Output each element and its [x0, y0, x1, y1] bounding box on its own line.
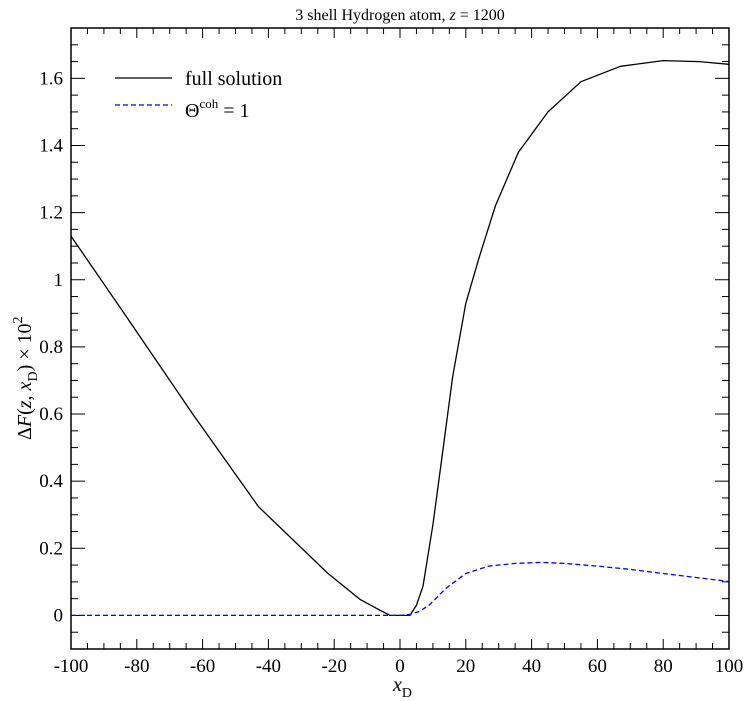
- y-tick-label: 1.2: [39, 203, 63, 224]
- x-tick-label: -20: [322, 656, 347, 677]
- y-tick-label: 1: [54, 270, 64, 291]
- x-axis-label: xD: [392, 674, 412, 701]
- y-tick-label: 1.6: [39, 68, 63, 89]
- x-tick-label: 60: [588, 656, 607, 677]
- legend-label-full-solution: full solution: [185, 68, 282, 90]
- y-tick-label: 0.4: [39, 471, 63, 492]
- x-tick-label: -80: [124, 656, 149, 677]
- y-tick-label: 0.6: [39, 404, 63, 425]
- y-tick-label: 1.4: [39, 135, 63, 156]
- y-axis-label: ΔF(z, xD) × 102: [11, 316, 41, 440]
- x-tick-label: -60: [190, 656, 215, 677]
- x-tick-label: -40: [256, 656, 281, 677]
- x-tick-label: 0: [395, 656, 405, 677]
- legend-label-theta-coh: Θcoh = 1: [185, 96, 250, 122]
- axis-ticks: [70, 28, 730, 650]
- series-group: [70, 59, 730, 617]
- chart-title: 3 shell Hydrogen atom, z = 1200: [295, 7, 504, 24]
- x-tick-label: 80: [654, 656, 673, 677]
- x-tick-label: 100: [715, 656, 744, 677]
- y-tick-label: 0.2: [39, 538, 63, 559]
- legend: full solution Θcoh = 1: [115, 68, 282, 122]
- x-tick-label: 40: [522, 656, 541, 677]
- x-tick-label: -100: [54, 656, 89, 677]
- x-tick-label: 20: [456, 656, 475, 677]
- series-line-0: [70, 59, 730, 617]
- plot-frame: [70, 27, 730, 650]
- series-line-1: [71, 561, 730, 617]
- y-tick-labels: 0 0.2 0.4 0.6 0.8 1 1.2 1.4 1.6: [39, 68, 63, 626]
- y-tick-label: 0: [54, 605, 64, 626]
- x-tick-labels: -100 -80 -60 -40 -20 0 20 40 60 80 100: [54, 656, 744, 677]
- y-tick-label: 0.8: [39, 337, 63, 358]
